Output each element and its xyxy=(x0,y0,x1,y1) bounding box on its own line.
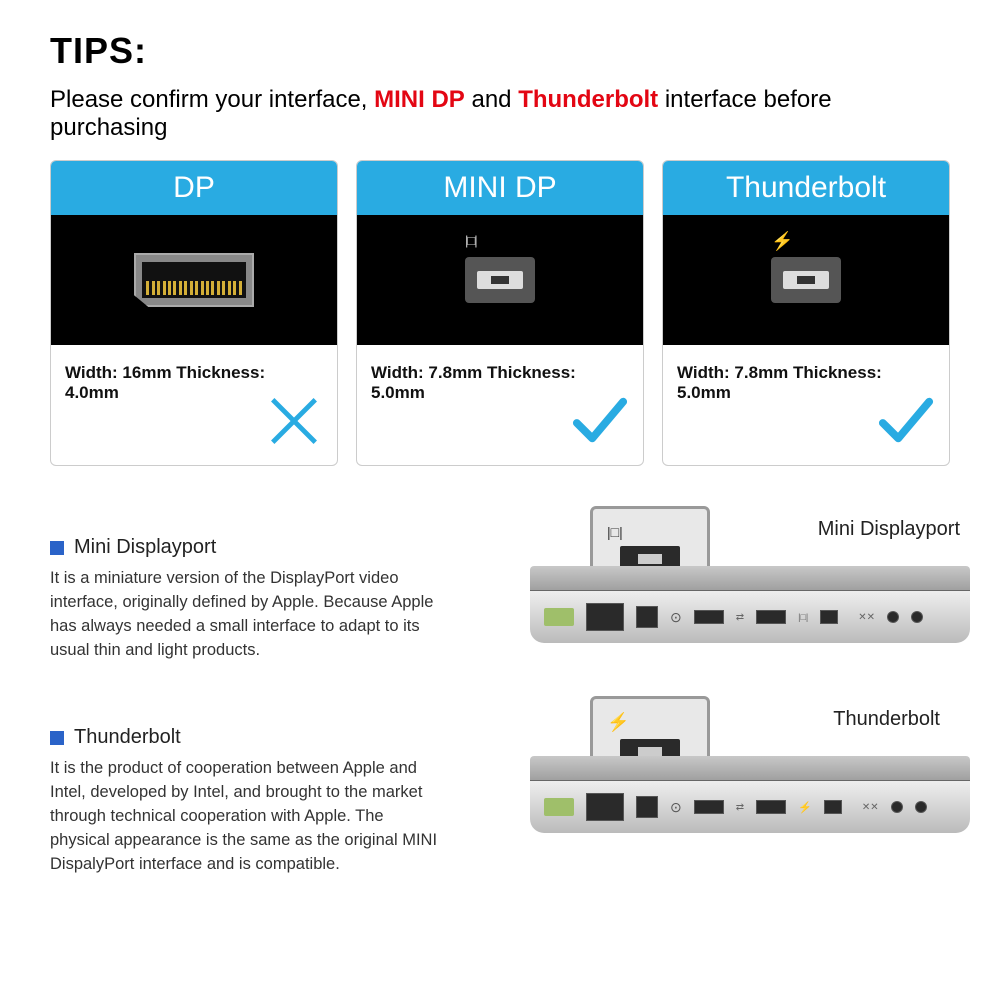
card-minidp: MINI DP |□| Width: 7.8mm Thickness: 5.0m… xyxy=(356,160,644,466)
cards-row: DP Width: 16mm Thickness: 4.0mm MINI DP … xyxy=(50,160,950,466)
confirm-hl2: Thunderbolt xyxy=(518,86,658,113)
desc-minidp: Mini Displayport It is a miniature versi… xyxy=(50,536,950,686)
desc-illustration: Mini Displayport |□| ⊙ ⇄ |□| ✕✕ xyxy=(470,536,950,686)
square-bullet-icon xyxy=(50,731,64,745)
square-bullet-icon xyxy=(50,541,64,555)
minidp-symbol-icon: |□| xyxy=(465,233,477,248)
desc-title: Mini Displayport xyxy=(74,536,216,559)
card-title: Thunderbolt xyxy=(663,161,949,215)
confirm-hl1: MINI DP xyxy=(374,86,465,113)
dp-connector-icon xyxy=(134,253,254,307)
thunderbolt-symbol-icon: ⚡ xyxy=(771,231,793,252)
callout-symbol-icon: ⚡ xyxy=(607,712,629,733)
card-image: ⚡ xyxy=(663,215,949,345)
desc-title: Thunderbolt xyxy=(74,726,181,749)
desc-label: Thunderbolt xyxy=(833,708,940,731)
card-image: |□| xyxy=(357,215,643,345)
callout-symbol-icon: |□| xyxy=(607,524,623,540)
desc-thunderbolt: Thunderbolt It is the product of coopera… xyxy=(50,726,950,877)
card-dp: DP Width: 16mm Thickness: 4.0mm xyxy=(50,160,338,466)
confirm-p1: Please confirm your interface, xyxy=(50,86,374,113)
thunderbolt-connector-icon xyxy=(771,257,841,303)
desc-label: Mini Displayport xyxy=(818,518,960,541)
check-icon xyxy=(877,392,935,455)
desc-body: It is the product of cooperation between… xyxy=(50,757,440,877)
desc-illustration: Thunderbolt ⚡ ⊙ ⇄ ⚡ ✕✕ xyxy=(470,726,950,876)
minidp-connector-icon xyxy=(465,257,535,303)
tips-heading: TIPS: xyxy=(50,30,950,72)
confirm-p2: and xyxy=(465,86,518,113)
laptop-side-icon: ⊙ ⇄ |□| ✕✕ xyxy=(530,566,970,656)
laptop-side-icon: ⊙ ⇄ ⚡ ✕✕ xyxy=(530,756,970,846)
card-image xyxy=(51,215,337,345)
card-title: MINI DP xyxy=(357,161,643,215)
card-title: DP xyxy=(51,161,337,215)
check-icon xyxy=(571,392,629,455)
desc-body: It is a miniature version of the Display… xyxy=(50,567,440,663)
card-thunderbolt: Thunderbolt ⚡ Width: 7.8mm Thickness: 5.… xyxy=(662,160,950,466)
cross-icon xyxy=(265,392,323,455)
confirm-text: Please confirm your interface, MINI DP a… xyxy=(50,86,950,142)
